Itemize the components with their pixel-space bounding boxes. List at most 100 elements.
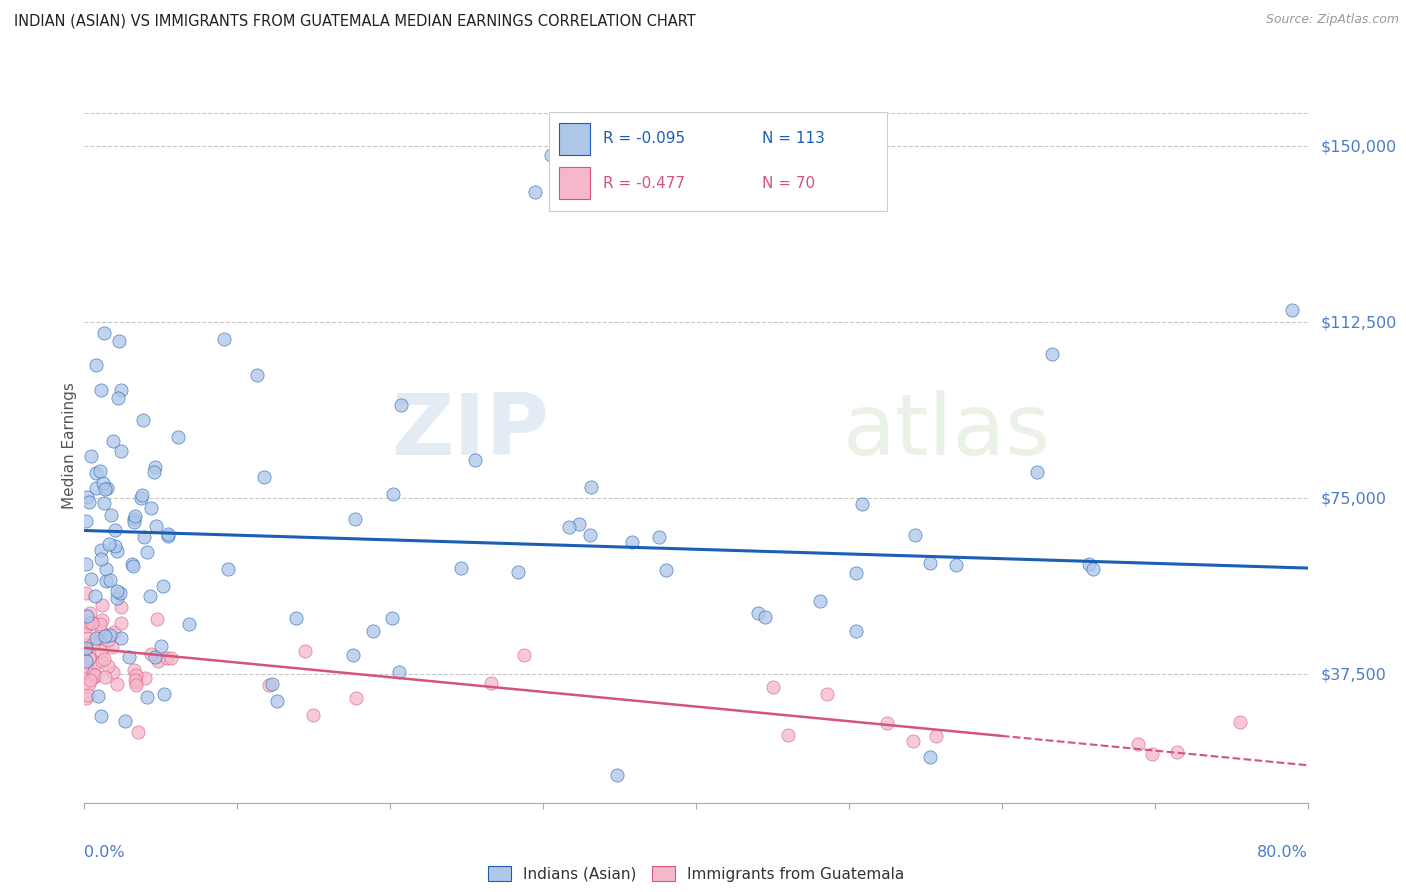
Point (97, 536, 120, 550)
Point (143, 649, 166, 664)
Point (1040, 346, 1063, 360)
Point (75, 641, 97, 656)
Point (778, 728, 800, 742)
Point (540, 148, 562, 162)
Point (363, 624, 385, 638)
Legend: Indians (Asian), Immigrants from Guatemala: Indians (Asian), Immigrants from Guatema… (482, 860, 910, 888)
Point (107, 392, 129, 406)
Point (75, 586, 97, 600)
Point (124, 673, 146, 687)
Point (89, 464, 111, 478)
Point (512, 648, 534, 662)
Point (157, 529, 180, 543)
Point (124, 509, 146, 524)
Text: R = -0.477: R = -0.477 (603, 176, 685, 191)
Point (79, 572, 101, 586)
Text: N = 113: N = 113 (762, 131, 825, 146)
Point (217, 562, 239, 576)
Point (381, 611, 404, 625)
Point (143, 460, 166, 475)
Point (83, 670, 105, 684)
Point (845, 624, 868, 639)
Point (79, 650, 101, 665)
Point (146, 612, 169, 626)
Point (558, 520, 581, 534)
Point (134, 530, 156, 544)
Point (464, 453, 486, 467)
Point (925, 729, 948, 743)
Point (1128, 738, 1150, 752)
Point (75, 639, 97, 653)
Point (346, 691, 368, 706)
Point (105, 584, 128, 599)
Text: 0.0%: 0.0% (84, 845, 125, 860)
Point (762, 680, 785, 694)
Point (302, 708, 325, 723)
Point (101, 665, 124, 680)
Text: N = 70: N = 70 (762, 176, 815, 191)
Point (108, 586, 131, 600)
Point (80, 616, 103, 631)
Point (122, 515, 145, 529)
Point (104, 524, 127, 538)
Point (104, 539, 127, 553)
Point (93, 652, 115, 666)
Point (266, 694, 288, 708)
Point (139, 500, 162, 515)
Point (75, 659, 97, 673)
Point (93, 670, 115, 684)
Point (606, 767, 628, 781)
Point (145, 519, 167, 533)
Point (77, 631, 100, 645)
Point (80, 615, 103, 629)
Point (105, 676, 128, 690)
Point (149, 640, 172, 654)
Point (294, 643, 316, 657)
Point (76, 619, 98, 633)
Point (84, 667, 107, 681)
Point (76, 608, 98, 623)
Point (121, 557, 143, 571)
Point (568, 516, 591, 531)
Point (1166, 745, 1188, 759)
Point (579, 480, 602, 494)
Point (901, 733, 924, 747)
Point (75, 638, 97, 652)
Point (122, 559, 145, 574)
Point (76, 615, 98, 629)
Point (479, 675, 502, 690)
Point (110, 384, 132, 398)
Point (90, 598, 112, 612)
Point (389, 398, 412, 412)
Point (127, 725, 149, 739)
Point (90, 654, 112, 668)
Point (84, 590, 107, 604)
Point (524, 186, 547, 200)
Point (382, 487, 405, 501)
Point (876, 716, 898, 731)
Point (79, 450, 101, 464)
Point (260, 676, 283, 690)
Text: ZIP: ZIP (391, 390, 550, 474)
Point (90, 551, 112, 566)
Point (118, 650, 141, 665)
Point (90, 383, 112, 397)
Point (845, 566, 868, 581)
Point (77, 689, 100, 703)
Point (122, 512, 145, 526)
Point (114, 714, 136, 729)
Point (648, 530, 671, 544)
Point (388, 665, 411, 679)
Point (79, 677, 101, 691)
Point (97, 658, 120, 673)
Point (815, 687, 838, 701)
Point (125, 678, 148, 692)
Point (160, 651, 183, 665)
Text: 80.0%: 80.0% (1257, 845, 1308, 860)
Point (93, 326, 115, 340)
Point (93, 476, 115, 491)
Point (75, 690, 97, 705)
Point (76, 490, 98, 504)
Point (579, 528, 602, 542)
Point (146, 654, 169, 668)
